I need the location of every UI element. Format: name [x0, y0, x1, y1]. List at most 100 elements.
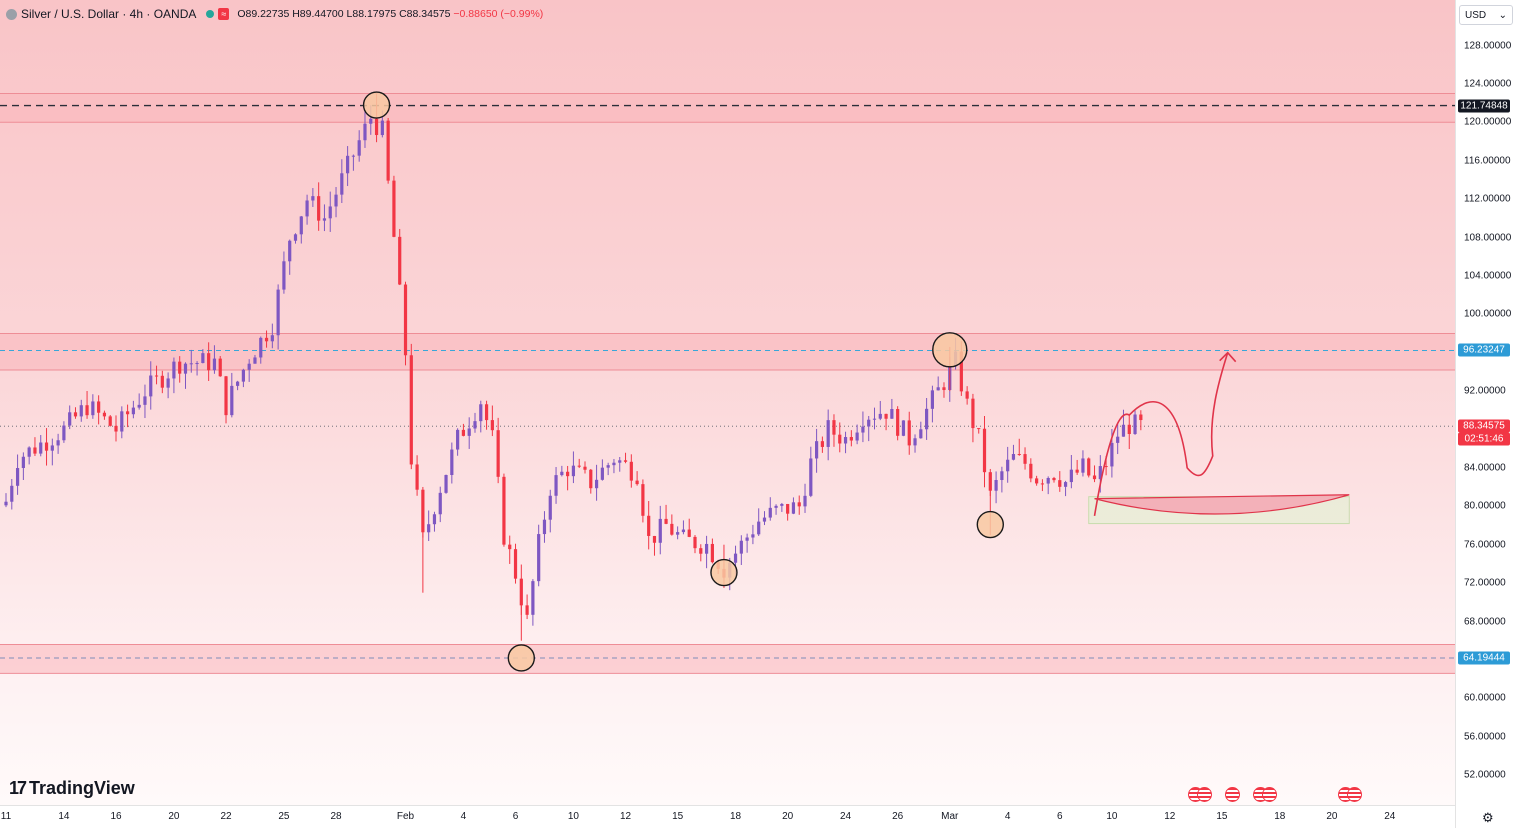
time-axis-tick: 24 — [839, 811, 852, 822]
candle-body — [815, 441, 819, 459]
candle-body — [154, 375, 159, 377]
economic-events-row — [1188, 787, 1212, 802]
candle-body — [346, 155, 350, 174]
time-axis-tick: 20 — [168, 811, 180, 822]
candle-body — [664, 518, 668, 524]
candle-body — [230, 385, 234, 416]
candle-body — [450, 449, 454, 476]
candle-body — [710, 543, 714, 563]
currency-selector[interactable]: USD ⌄ — [1459, 5, 1513, 25]
candle-body — [131, 407, 135, 415]
price-axis-tick: 120.00000 — [1464, 116, 1512, 128]
time-axis[interactable] — [0, 805, 1455, 829]
candle-body — [925, 408, 929, 430]
chevron-down-icon: ⌄ — [1498, 9, 1507, 21]
candle-body — [299, 216, 303, 235]
us-flag-event-icon[interactable] — [1225, 787, 1240, 802]
candle-body — [490, 420, 494, 431]
candle-body — [1069, 469, 1073, 483]
candle-body — [959, 351, 963, 392]
candle-body — [1075, 469, 1079, 473]
economic-event-group — [1253, 787, 1277, 802]
candle-body — [212, 358, 217, 371]
chart-plot-area[interactable] — [0, 0, 1455, 805]
candle-body — [1110, 442, 1114, 467]
candle-body — [224, 376, 228, 416]
candle-body — [160, 375, 164, 388]
candle-body — [566, 471, 570, 477]
time-axis-tick: 4 — [460, 811, 467, 822]
time-axis-tick: 24 — [1384, 811, 1396, 822]
tradingview-logo[interactable]: 17 TradingView — [9, 778, 135, 799]
candle-body — [473, 421, 477, 429]
candle-body — [901, 420, 906, 436]
price-axis-tick: 84.00000 — [1464, 462, 1506, 474]
candle-body — [461, 429, 466, 436]
projection-curve-zone — [1094, 494, 1350, 515]
candle-body — [809, 458, 813, 496]
candle-body — [1017, 453, 1021, 455]
candle-body — [884, 413, 888, 419]
candle-body — [357, 140, 361, 156]
candle-body — [878, 413, 882, 419]
time-axis-tick: 28 — [330, 811, 342, 822]
candle-body — [1116, 436, 1120, 443]
price-axis-tick: 116.00000 — [1464, 155, 1511, 167]
price-tag-level-bottom: 64.19444 — [1458, 651, 1510, 665]
pivot-circle-marker — [507, 644, 536, 672]
candle-body — [826, 420, 830, 447]
time-axis-tick: 22 — [220, 811, 232, 822]
candle-body — [1035, 478, 1039, 484]
us-flag-event-icon[interactable] — [1262, 787, 1277, 802]
candle-body — [351, 155, 355, 157]
time-axis-tick: 15 — [1216, 811, 1228, 822]
candle-body — [27, 447, 31, 457]
gear-icon[interactable]: ⚙ — [1482, 810, 1494, 825]
candle-body — [699, 548, 703, 554]
candle-body — [762, 517, 767, 522]
symbol-title[interactable]: Silver / U.S. Dollar · 4h · OANDA — [21, 7, 197, 21]
candle-body — [311, 196, 315, 201]
status-badge: ≈ — [218, 8, 230, 20]
candle-body — [977, 428, 981, 430]
candle-body — [386, 120, 390, 181]
candle-body — [577, 465, 581, 467]
candle-body — [1098, 466, 1102, 480]
candle-body — [340, 173, 344, 195]
candle-body — [768, 507, 772, 518]
candle-body — [803, 495, 807, 507]
candle-body — [236, 381, 240, 386]
candle-body — [432, 514, 437, 525]
us-flag-event-icon[interactable] — [1197, 787, 1212, 802]
candle-body — [780, 503, 784, 506]
time-axis-tick: Feb — [396, 811, 415, 822]
time-axis-tick: 14 — [58, 811, 70, 822]
candle-body — [560, 471, 564, 476]
candle-body — [1052, 477, 1056, 481]
price-axis-tick: 68.00000 — [1464, 616, 1506, 627]
price-tag-current: 88.34575 — [1458, 419, 1510, 433]
sr-zone — [0, 644, 1455, 674]
candle-body — [97, 401, 101, 413]
price-axis-tick: 112.00000 — [1464, 193, 1511, 205]
candle-body — [704, 543, 709, 554]
candle-body — [479, 404, 483, 422]
candle-body — [519, 578, 523, 606]
candle-body — [189, 363, 193, 365]
pivot-circle-marker — [710, 558, 738, 587]
symbol-header[interactable]: Silver / U.S. Dollar · 4h · OANDA ≈ O89.… — [6, 6, 543, 22]
candle-body — [525, 605, 529, 615]
symbol-icon — [6, 8, 17, 20]
low-value: L88.17975 — [346, 8, 397, 20]
candle-body — [994, 480, 998, 491]
candle-body — [276, 289, 280, 336]
open-value: O89.22735 — [237, 8, 290, 20]
candle-body — [982, 428, 987, 473]
candle-body — [1023, 454, 1027, 464]
us-flag-event-icon[interactable] — [1347, 787, 1362, 802]
candle-body — [496, 430, 500, 477]
candle-body — [44, 442, 49, 451]
candle-body — [1040, 483, 1045, 485]
candle-body — [1058, 480, 1062, 487]
price-axis[interactable] — [1455, 0, 1518, 828]
